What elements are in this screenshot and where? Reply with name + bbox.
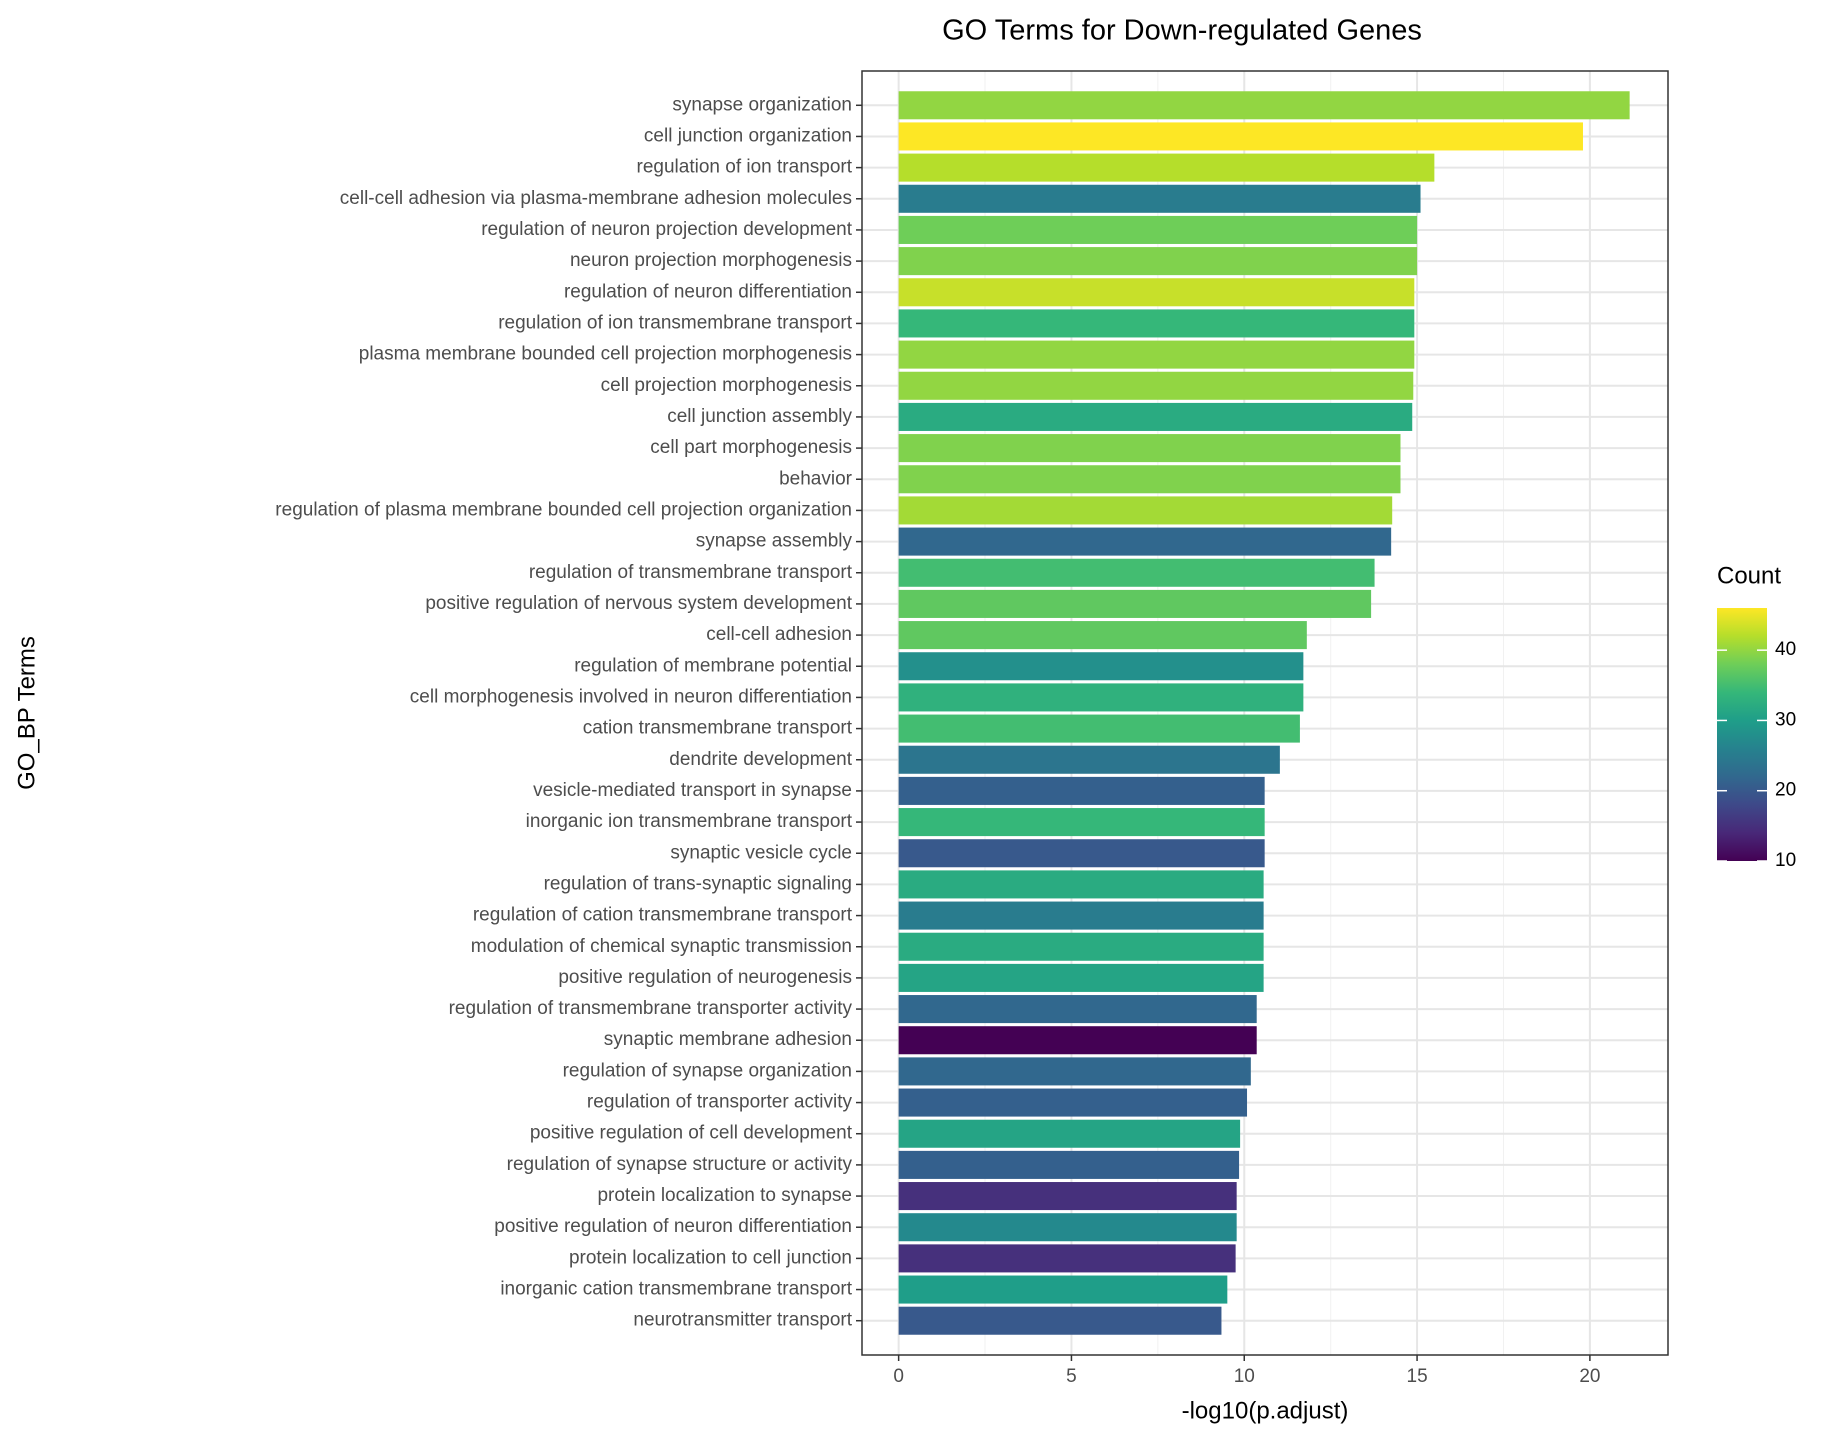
- bar: [898, 278, 1415, 307]
- bar: [898, 839, 1265, 868]
- y-tick-label: cell-cell adhesion via plasma-membrane a…: [340, 188, 852, 209]
- y-tick-label: regulation of plasma membrane bounded ce…: [275, 499, 852, 520]
- y-tick-label: positive regulation of neuron differenti…: [494, 1216, 852, 1237]
- y-tick-label: cell junction assembly: [667, 406, 852, 427]
- bar: [898, 340, 1415, 369]
- y-tick-label: synapse organization: [672, 94, 852, 115]
- bar: [898, 371, 1414, 400]
- y-tick-label: regulation of ion transport: [637, 157, 853, 178]
- x-axis-label: -log10(p.adjust): [1182, 1397, 1349, 1424]
- y-tick-label: neuron projection morphogenesis: [570, 250, 852, 271]
- bar: [898, 1057, 1251, 1086]
- y-tick-label: regulation of transporter activity: [587, 1092, 853, 1113]
- y-tick-label: cation transmembrane transport: [583, 718, 853, 739]
- bar: [898, 776, 1265, 805]
- bar: [898, 1026, 1257, 1055]
- bar: [898, 527, 1392, 556]
- bar: [898, 652, 1304, 681]
- y-tick-label: cell morphogenesis involved in neuron di…: [410, 686, 852, 707]
- panel-border: [861, 70, 1669, 1356]
- y-tick-label: behavior: [779, 468, 853, 489]
- y-tick-label: dendrite development: [669, 749, 852, 770]
- bar: [898, 808, 1265, 837]
- bar: [898, 496, 1393, 525]
- chart-title: GO Terms for Down-regulated Genes: [942, 15, 1422, 47]
- bar: [898, 402, 1413, 431]
- bar: [898, 963, 1264, 992]
- y-tick-label: plasma membrane bounded cell projection …: [359, 344, 852, 365]
- bar: [898, 1244, 1236, 1273]
- bar: [898, 558, 1375, 587]
- y-tick-label: synaptic membrane adhesion: [604, 1029, 852, 1050]
- y-tick-label: positive regulation of cell development: [530, 1123, 853, 1144]
- colorbar-tick-label: 40: [1775, 639, 1796, 660]
- y-tick-label: cell part morphogenesis: [650, 437, 852, 458]
- y-tick-label: regulation of transmembrane transporter …: [449, 998, 853, 1019]
- bar: [898, 589, 1372, 618]
- x-tick-label: 5: [1066, 1366, 1077, 1387]
- y-tick-label: regulation of neuron projection developm…: [481, 219, 852, 240]
- x-tick-label: 15: [1407, 1366, 1428, 1387]
- y-tick-label: cell-cell adhesion: [706, 624, 852, 645]
- y-tick-label: vesicle-mediated transport in synapse: [533, 780, 852, 801]
- bar: [898, 683, 1304, 712]
- y-tick-label: positive regulation of nervous system de…: [425, 593, 852, 614]
- bar: [898, 184, 1421, 213]
- bar: [898, 1119, 1241, 1148]
- bar: [898, 714, 1300, 743]
- bar: [898, 1275, 1228, 1304]
- y-tick-label: inorganic ion transmembrane transport: [526, 811, 853, 832]
- bar: [898, 309, 1415, 338]
- bar: [898, 153, 1435, 182]
- y-tick-label: regulation of synapse structure or activ…: [507, 1154, 853, 1175]
- y-tick-label: regulation of ion transmembrane transpor…: [498, 312, 853, 333]
- bar: [898, 995, 1257, 1024]
- y-tick-label: synaptic vesicle cycle: [670, 842, 852, 863]
- y-tick-label: regulation of neuron differentiation: [564, 281, 852, 302]
- bar: [898, 932, 1264, 961]
- bar: [898, 1306, 1222, 1335]
- y-tick-label: regulation of synapse organization: [563, 1060, 852, 1081]
- bar: [898, 621, 1307, 650]
- x-tick-label: 0: [893, 1366, 904, 1387]
- colorbar-tick-label: 20: [1775, 780, 1796, 801]
- bar: [898, 745, 1280, 774]
- y-tick-label: cell junction organization: [644, 125, 852, 146]
- y-tick-label: regulation of cation transmembrane trans…: [473, 905, 853, 926]
- legend-title: Count: [1717, 562, 1781, 589]
- y-tick-label: regulation of transmembrane transport: [529, 562, 853, 583]
- bar: [898, 1150, 1240, 1179]
- x-tick-label: 20: [1579, 1366, 1600, 1387]
- bar: [898, 247, 1418, 276]
- bar: [898, 1088, 1248, 1117]
- bar: [898, 901, 1264, 930]
- bar: [898, 1182, 1237, 1211]
- y-tick-label: protein localization to cell junction: [569, 1247, 852, 1268]
- y-tick-label: regulation of trans-synaptic signaling: [544, 873, 852, 894]
- y-tick-label: positive regulation of neurogenesis: [558, 967, 852, 988]
- y-tick-label: synapse assembly: [696, 531, 853, 552]
- bar: [898, 215, 1418, 244]
- colorbar-tick-label: 10: [1775, 850, 1796, 871]
- x-tick-label: 10: [1234, 1366, 1255, 1387]
- bar: [898, 1213, 1237, 1242]
- y-tick-label: modulation of chemical synaptic transmis…: [471, 936, 852, 957]
- bar: [898, 870, 1264, 899]
- y-tick-label: neurotransmitter transport: [633, 1310, 852, 1331]
- bar: [898, 122, 1583, 151]
- colorbar-tick-label: 30: [1775, 709, 1796, 730]
- y-tick-label: regulation of membrane potential: [574, 655, 852, 676]
- colorbar: [1717, 608, 1767, 861]
- bar: [898, 91, 1630, 120]
- y-tick-label: protein localization to synapse: [597, 1185, 852, 1206]
- y-tick-label: cell projection morphogenesis: [601, 375, 852, 396]
- bar: [898, 434, 1401, 463]
- y-tick-label: inorganic cation transmembrane transport: [500, 1279, 852, 1300]
- bar: [898, 465, 1401, 494]
- y-axis-label: GO_BP Terms: [13, 636, 40, 790]
